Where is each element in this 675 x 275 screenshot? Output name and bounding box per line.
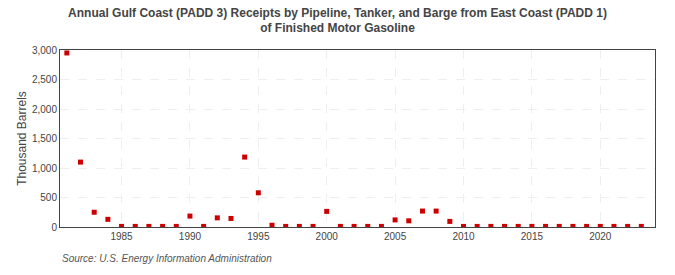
svg-text:500: 500 <box>40 192 57 203</box>
svg-text:Annual Gulf Coast (PADD 3) Rec: Annual Gulf Coast (PADD 3) Receipts by P… <box>68 6 607 36</box>
svg-text:1,000: 1,000 <box>32 163 57 174</box>
svg-text:2015: 2015 <box>521 231 544 242</box>
svg-text:3,000: 3,000 <box>32 45 57 56</box>
svg-text:Source: U.S. Energy Informatio: Source: U.S. Energy Information Administ… <box>62 253 272 264</box>
svg-text:2010: 2010 <box>452 231 475 242</box>
svg-text:2005: 2005 <box>384 231 407 242</box>
svg-text:1985: 1985 <box>110 231 133 242</box>
svg-text:0: 0 <box>51 222 57 233</box>
svg-text:2,500: 2,500 <box>32 74 57 85</box>
svg-text:2020: 2020 <box>589 231 612 242</box>
svg-text:2,000: 2,000 <box>32 104 57 115</box>
svg-text:Thousand Barrels: Thousand Barrels <box>15 91 29 186</box>
svg-text:1995: 1995 <box>247 231 270 242</box>
svg-text:2000: 2000 <box>316 231 339 242</box>
svg-text:1990: 1990 <box>179 231 202 242</box>
svg-text:1,500: 1,500 <box>32 133 57 144</box>
